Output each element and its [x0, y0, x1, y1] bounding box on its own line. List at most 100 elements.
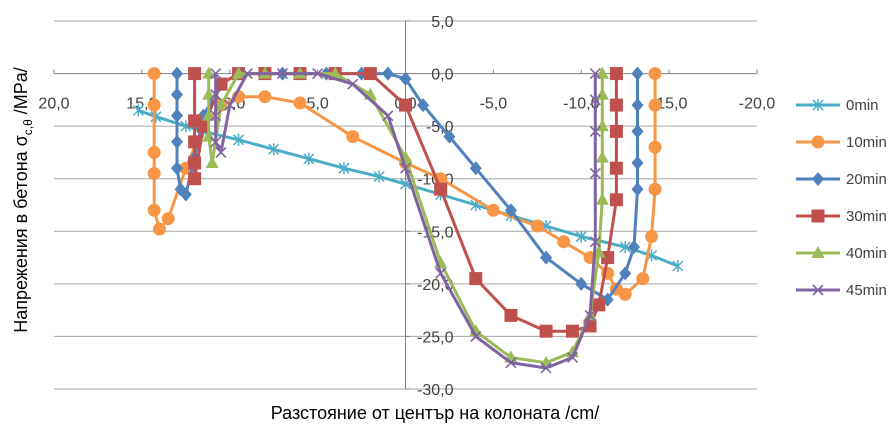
data-point	[601, 251, 615, 265]
x-axis-title: Разстояние от център на колоната /cm/	[271, 403, 599, 423]
data-point	[147, 166, 161, 180]
data-point	[584, 309, 596, 321]
data-point	[210, 110, 222, 122]
data-point	[609, 193, 623, 207]
data-point	[328, 66, 342, 79]
y-tick-label: 5,0	[431, 14, 453, 31]
data-point	[627, 240, 640, 255]
data-point	[540, 250, 553, 265]
data-point	[363, 67, 377, 81]
data-point	[399, 71, 412, 86]
series-line	[193, 72, 618, 333]
data-point	[648, 182, 662, 196]
data-point	[224, 99, 236, 111]
data-point	[338, 162, 350, 175]
data-point	[631, 98, 644, 113]
data-point	[811, 209, 825, 223]
data-point	[589, 94, 601, 106]
data-point	[645, 230, 659, 244]
data-point	[196, 119, 210, 133]
series-45min	[210, 68, 601, 374]
data-point	[648, 140, 662, 154]
data-point	[215, 146, 227, 158]
data-point	[417, 98, 430, 113]
data-point	[595, 66, 609, 79]
data-point	[347, 78, 359, 90]
legend-label: 45min	[846, 282, 887, 299]
data-point	[232, 66, 246, 79]
data-point	[486, 203, 500, 217]
data-point	[619, 241, 631, 254]
data-point	[210, 89, 222, 101]
y-tick-label: 0,0	[431, 67, 453, 84]
data-point	[241, 68, 253, 80]
data-point	[202, 108, 216, 121]
data-point	[812, 284, 824, 296]
x-tick-label: -20,0	[739, 96, 776, 113]
x-tick-label: -10,0	[563, 96, 600, 113]
data-point	[188, 156, 202, 170]
data-point	[609, 161, 623, 175]
data-point	[171, 108, 184, 123]
data-point	[566, 351, 579, 364]
data-point	[505, 357, 517, 369]
data-point	[233, 133, 245, 146]
data-point	[575, 230, 587, 243]
data-point	[210, 68, 222, 80]
data-point	[214, 77, 228, 91]
data-point	[565, 324, 579, 338]
data-point	[504, 308, 518, 322]
data-point	[268, 143, 280, 156]
data-point	[312, 68, 324, 80]
data-point	[609, 98, 623, 112]
data-point	[381, 66, 394, 81]
data-point	[293, 96, 307, 110]
legend-entry: 10min	[796, 134, 887, 151]
data-point	[161, 212, 175, 226]
data-point	[589, 68, 601, 80]
data-point	[147, 98, 161, 112]
data-point	[188, 67, 202, 81]
legend-label: 10min	[846, 134, 887, 151]
legend-entry: 0min	[796, 97, 879, 114]
data-point	[648, 98, 662, 112]
legend-entry: 45min	[796, 282, 887, 299]
data-point	[592, 298, 606, 312]
data-point	[648, 67, 662, 81]
data-point	[470, 330, 482, 342]
legend-entry: 40min	[796, 245, 887, 262]
y-axis-title: Напрежения в бетона σc,θ /MPa/	[11, 67, 35, 333]
legend-label: 20min	[846, 171, 887, 188]
legend-label: 30min	[846, 208, 887, 225]
data-point	[609, 67, 623, 81]
legend-label: 0min	[846, 97, 879, 114]
data-point	[132, 104, 144, 117]
x-tick-label: -5,0	[480, 96, 508, 113]
y-tick-label: -30,0	[417, 382, 454, 399]
data-point	[152, 222, 166, 236]
data-point	[373, 170, 385, 183]
data-point	[202, 87, 216, 100]
data-point	[619, 266, 632, 281]
data-point	[589, 236, 601, 248]
data-point	[171, 161, 184, 176]
data-point	[399, 162, 412, 174]
data-point	[636, 272, 650, 286]
data-point	[399, 98, 412, 112]
data-point	[258, 90, 272, 104]
data-point	[188, 172, 202, 186]
x-tick-label: 20,0	[38, 96, 69, 113]
data-point	[434, 182, 448, 196]
data-point	[540, 362, 552, 374]
data-point	[171, 87, 184, 102]
data-point	[609, 124, 623, 138]
data-point	[303, 152, 315, 165]
data-point	[589, 167, 601, 180]
y-axis-title-subscript: c,θ	[21, 119, 35, 135]
data-point	[811, 135, 825, 149]
y-tick-label: -25,0	[417, 329, 454, 346]
data-point	[147, 203, 161, 217]
data-point	[589, 125, 601, 137]
data-point	[210, 136, 222, 148]
